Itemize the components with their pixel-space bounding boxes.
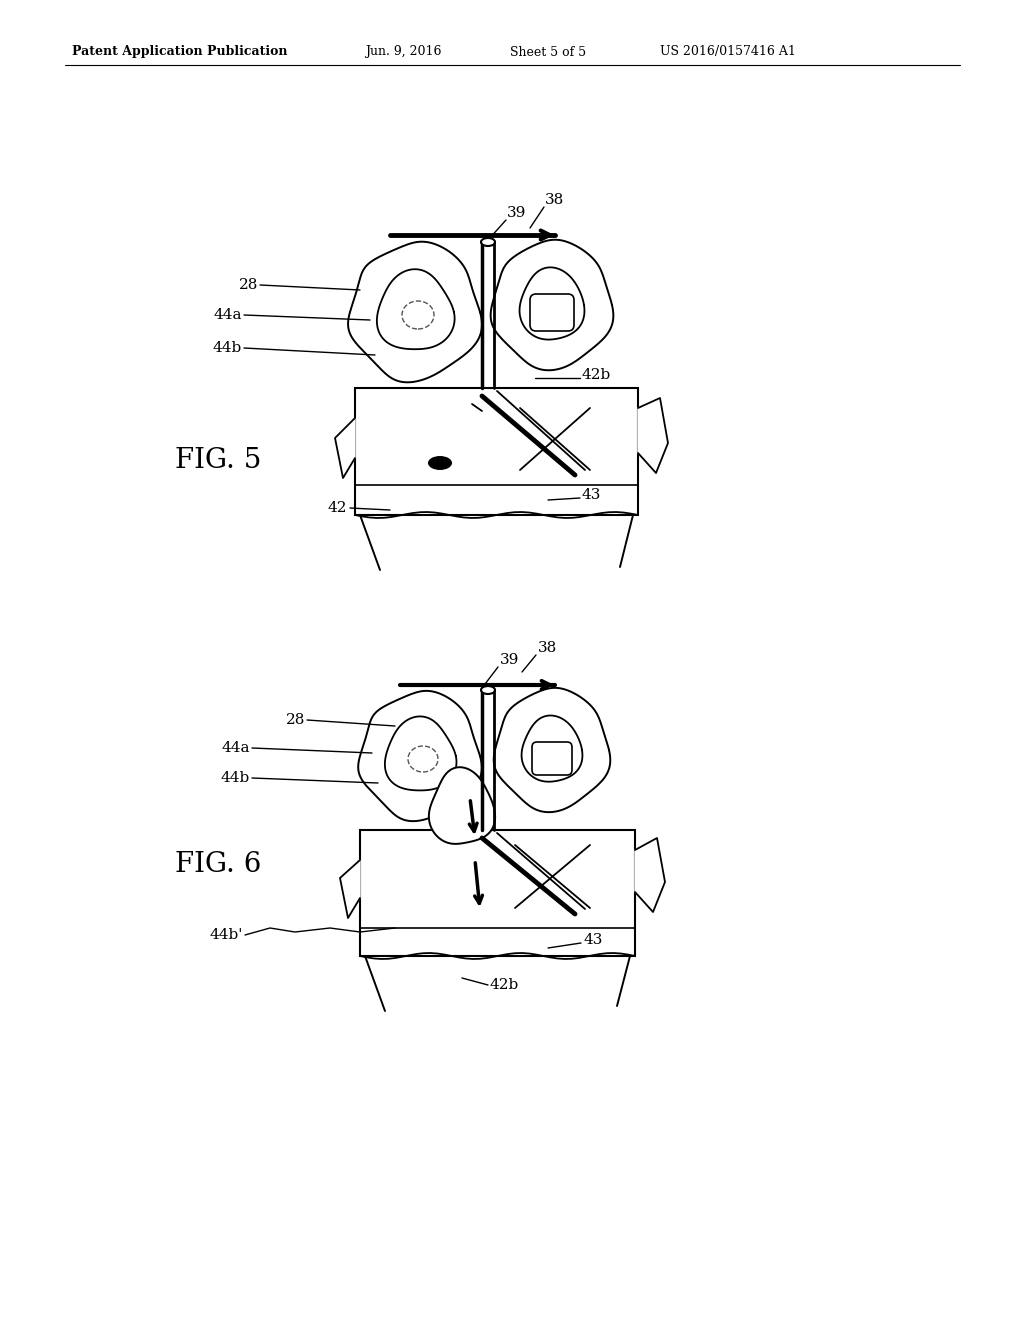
- Text: FIG. 6: FIG. 6: [175, 851, 261, 879]
- Text: 28: 28: [286, 713, 305, 727]
- Bar: [355, 388, 638, 515]
- Polygon shape: [335, 418, 355, 478]
- Text: 44b: 44b: [221, 771, 250, 785]
- Ellipse shape: [481, 238, 495, 246]
- Polygon shape: [358, 690, 482, 821]
- Bar: [360, 830, 635, 956]
- Polygon shape: [490, 240, 613, 370]
- Polygon shape: [348, 242, 482, 383]
- Text: 42b: 42b: [582, 368, 611, 381]
- Text: 42b: 42b: [490, 978, 519, 993]
- Ellipse shape: [481, 686, 495, 694]
- Polygon shape: [638, 399, 668, 473]
- Polygon shape: [377, 269, 455, 350]
- Text: FIG. 5: FIG. 5: [175, 446, 261, 474]
- Text: 44a: 44a: [221, 741, 250, 755]
- Text: 39: 39: [507, 206, 526, 220]
- Text: 42: 42: [328, 502, 347, 515]
- FancyBboxPatch shape: [530, 294, 574, 331]
- Text: 44a: 44a: [213, 308, 242, 322]
- FancyBboxPatch shape: [532, 742, 572, 775]
- Ellipse shape: [428, 455, 452, 470]
- Text: 43: 43: [582, 488, 601, 502]
- Polygon shape: [494, 688, 610, 812]
- Text: 44b: 44b: [213, 341, 242, 355]
- Polygon shape: [635, 838, 665, 912]
- Text: US 2016/0157416 A1: US 2016/0157416 A1: [660, 45, 796, 58]
- Text: 43: 43: [583, 933, 602, 946]
- Text: 39: 39: [500, 653, 519, 667]
- Text: Jun. 9, 2016: Jun. 9, 2016: [365, 45, 441, 58]
- Polygon shape: [385, 717, 457, 791]
- Text: Patent Application Publication: Patent Application Publication: [72, 45, 288, 58]
- Polygon shape: [340, 861, 360, 917]
- Polygon shape: [519, 268, 585, 339]
- Polygon shape: [429, 767, 496, 843]
- Text: Sheet 5 of 5: Sheet 5 of 5: [510, 45, 586, 58]
- Polygon shape: [521, 715, 583, 781]
- Text: 28: 28: [239, 279, 258, 292]
- Text: 44b': 44b': [210, 928, 243, 942]
- Text: 38: 38: [538, 642, 557, 655]
- Text: 38: 38: [545, 193, 564, 207]
